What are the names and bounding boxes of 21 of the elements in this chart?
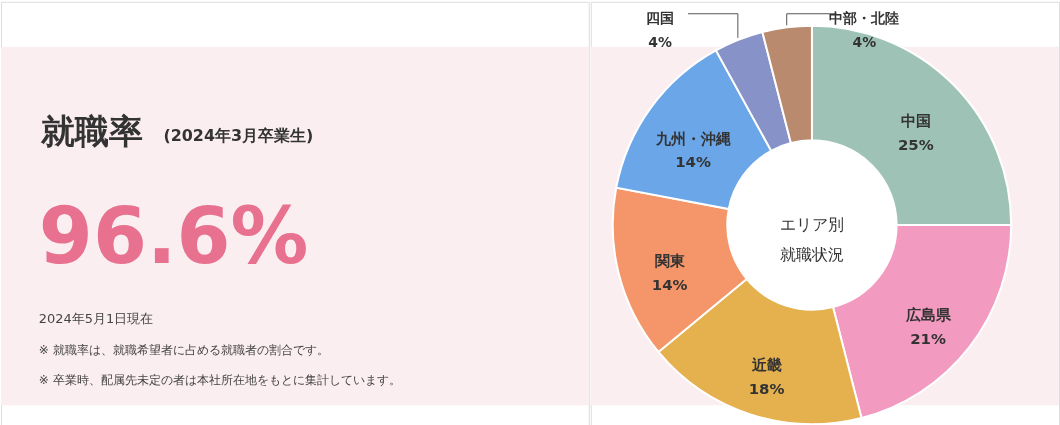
text: (2024年3月卒業生) bbox=[163, 126, 314, 146]
data-label: 14% bbox=[675, 153, 711, 172]
data-label: 21% bbox=[910, 329, 946, 348]
text: 2024年5月1日現在 bbox=[38, 310, 154, 326]
slice-label: 広島県 bbox=[904, 306, 952, 325]
data-label: 4% bbox=[648, 33, 673, 50]
data-label: 14% bbox=[651, 276, 688, 295]
slice-label: 関東 bbox=[654, 252, 686, 271]
text: ※ 就職率は、就職希望者に占める就職者の割合です。 bbox=[38, 343, 329, 358]
slice-label: 九州・沖縄 bbox=[654, 129, 731, 148]
slice-label: 四国 bbox=[646, 9, 675, 26]
slice-label: 近畿 bbox=[750, 355, 782, 374]
text: ※ 卒業時、配属先未定の者は本社所在地をもとに集計しています。 bbox=[38, 373, 401, 388]
text: 96.6% bbox=[38, 190, 309, 281]
data-label: 4% bbox=[852, 33, 877, 50]
slice-label: 中国 bbox=[900, 112, 931, 131]
text: エリア別就職状況 bbox=[779, 214, 844, 264]
text: 就職率 bbox=[39, 112, 143, 152]
data-label: 25% bbox=[897, 135, 934, 154]
slice-label: 中部・北陸 bbox=[829, 9, 900, 26]
data-label: 18% bbox=[748, 379, 785, 398]
